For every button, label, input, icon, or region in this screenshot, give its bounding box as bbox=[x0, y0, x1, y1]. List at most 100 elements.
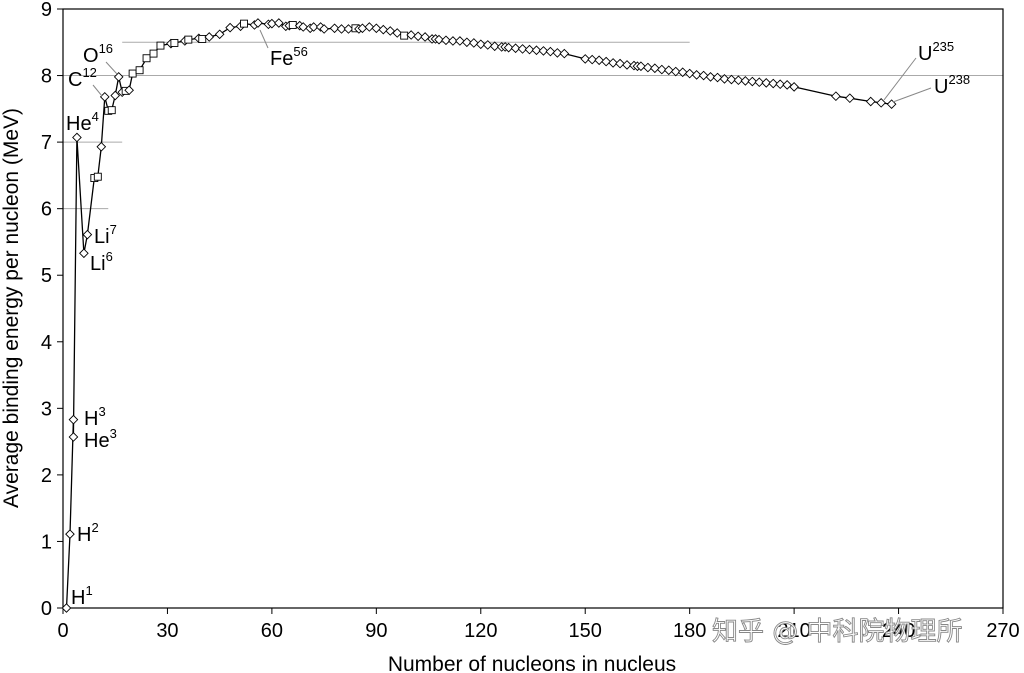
data-point bbox=[636, 61, 646, 72]
nuclide-label: Li7 bbox=[94, 222, 117, 248]
data-point bbox=[580, 54, 591, 64]
y-tick-label: 5 bbox=[41, 265, 52, 287]
data-point bbox=[406, 30, 416, 40]
data-point bbox=[656, 64, 667, 75]
nuclide-mass-number: 7 bbox=[110, 222, 117, 237]
data-point bbox=[670, 66, 681, 77]
label-leader-line bbox=[892, 87, 932, 103]
data-point bbox=[552, 48, 563, 58]
x-tick-label: 240 bbox=[882, 620, 915, 642]
data-point bbox=[448, 36, 458, 46]
data-point bbox=[775, 79, 786, 90]
data-point bbox=[204, 32, 215, 42]
data-point bbox=[93, 172, 102, 181]
nuclide-mass-number: 12 bbox=[82, 65, 96, 80]
series-binding-energy bbox=[61, 18, 897, 613]
y-axis-title: Average binding energy per nucleon (MeV) bbox=[0, 108, 23, 508]
data-point bbox=[468, 38, 479, 48]
data-point bbox=[677, 67, 688, 78]
data-point bbox=[831, 91, 841, 102]
data-point bbox=[240, 19, 248, 28]
nuclide-symbol: U bbox=[934, 76, 948, 98]
data-point bbox=[712, 72, 723, 83]
data-point bbox=[719, 74, 730, 84]
reference-lines bbox=[63, 41, 1003, 210]
nuclide-label: Fe56 bbox=[270, 44, 308, 70]
nuclide-label: U235 bbox=[918, 39, 954, 65]
data-point bbox=[622, 60, 632, 70]
nuclide-symbol: Fe bbox=[270, 48, 293, 70]
data-point bbox=[615, 58, 625, 69]
nuclide-label: H1 bbox=[71, 583, 93, 609]
data-point bbox=[267, 18, 277, 29]
data-point bbox=[135, 66, 144, 75]
data-point bbox=[298, 22, 309, 32]
data-point bbox=[413, 31, 423, 42]
data-point bbox=[385, 26, 396, 36]
y-tick-label: 1 bbox=[41, 531, 52, 553]
nuclide-label: Li6 bbox=[90, 249, 113, 275]
data-point bbox=[726, 74, 737, 85]
data-point bbox=[253, 18, 263, 28]
nuclide-label: H3 bbox=[84, 404, 106, 430]
data-point bbox=[754, 77, 765, 88]
data-point bbox=[113, 72, 124, 82]
data-point bbox=[698, 70, 709, 81]
nuclide-symbol: H bbox=[84, 408, 98, 430]
x-tick-label: 30 bbox=[156, 620, 178, 642]
data-point bbox=[462, 37, 472, 48]
x-axis-title: Number of nucleons in nucleus bbox=[388, 653, 676, 673]
data-point bbox=[65, 529, 75, 539]
nuclide-mass-number: 1 bbox=[85, 583, 92, 598]
data-point bbox=[608, 58, 618, 68]
nuclide-symbol: H bbox=[71, 587, 85, 609]
watermark-text: 知乎 @ 中科院物理所 bbox=[712, 617, 963, 647]
data-point bbox=[99, 92, 110, 102]
y-tick-label: 8 bbox=[41, 66, 52, 88]
nuclide-label: He4 bbox=[66, 109, 99, 135]
nuclide-symbol: U bbox=[918, 43, 932, 65]
data-point bbox=[747, 76, 758, 87]
data-point bbox=[434, 34, 444, 45]
data-point bbox=[594, 55, 604, 66]
data-point bbox=[214, 29, 225, 40]
data-point bbox=[79, 248, 89, 259]
data-point bbox=[107, 106, 116, 115]
nuclide-mass-number: 6 bbox=[106, 249, 113, 264]
nuclide-symbol: He bbox=[66, 113, 92, 135]
label-leader-line bbox=[883, 57, 917, 101]
data-point bbox=[691, 70, 702, 80]
data-point bbox=[170, 38, 179, 47]
x-tick-label: 150 bbox=[569, 620, 602, 642]
data-point bbox=[392, 28, 403, 38]
y-tick-label: 7 bbox=[41, 132, 52, 154]
x-tick-label: 60 bbox=[261, 620, 283, 642]
nuclide-label: U238 bbox=[934, 72, 970, 98]
data-point bbox=[455, 36, 465, 46]
nuclide-mass-number: 3 bbox=[98, 404, 105, 419]
data-point bbox=[156, 41, 165, 50]
data-point bbox=[545, 46, 556, 57]
data-point bbox=[517, 44, 528, 54]
data-point bbox=[559, 48, 570, 59]
data-point bbox=[489, 41, 500, 52]
nuclide-label: H2 bbox=[77, 520, 99, 546]
data-point bbox=[378, 24, 389, 35]
data-point bbox=[876, 98, 886, 108]
x-tick-label: 120 bbox=[464, 620, 497, 642]
nuclide-mass-number: 4 bbox=[92, 109, 99, 124]
nuclide-symbol: H bbox=[77, 524, 91, 546]
data-point bbox=[601, 56, 611, 67]
label-leader-line bbox=[92, 84, 103, 97]
data-point bbox=[475, 39, 486, 50]
data-point bbox=[650, 63, 660, 74]
data-point bbox=[705, 72, 716, 82]
data-point bbox=[482, 40, 493, 50]
data-point bbox=[319, 24, 329, 34]
nuclide-symbol: C bbox=[68, 69, 82, 91]
y-tick-label: 9 bbox=[41, 0, 52, 21]
x-tick-label: 90 bbox=[365, 620, 387, 642]
nuclide-mass-number: 2 bbox=[91, 520, 98, 535]
